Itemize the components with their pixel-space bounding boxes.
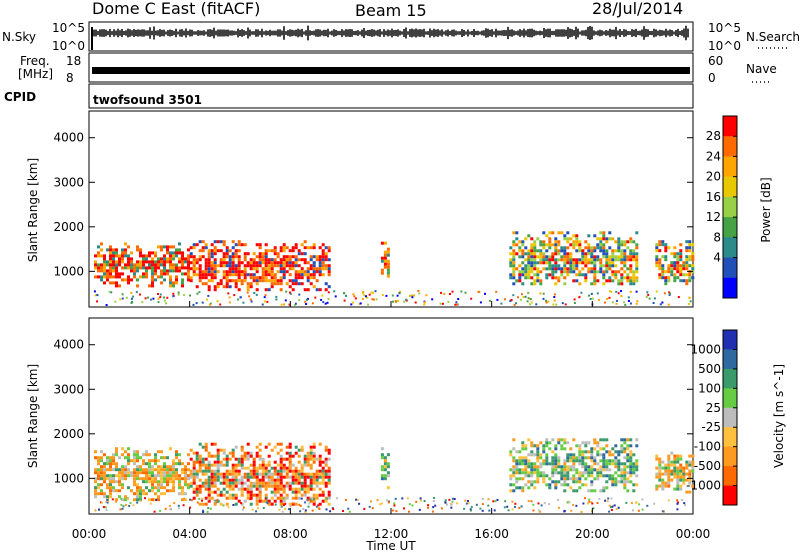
nsky-label: N.Sky <box>2 30 36 44</box>
scatter-region-1 <box>189 240 331 292</box>
colorbar-tick-label: 1000 <box>690 342 721 356</box>
colorbar-swatch <box>723 257 737 279</box>
scatter-region-3 <box>509 231 639 286</box>
colorbar-tick-label: 25 <box>706 401 721 415</box>
station-title: Dome C East (fitACF) <box>92 0 260 18</box>
nave-tick-top: 60 <box>708 54 723 68</box>
velocity-data <box>94 438 695 513</box>
freq-label: Freq. <box>20 54 50 68</box>
colorbar-swatch <box>723 407 737 428</box>
nsearch-label: N.Search <box>746 30 800 44</box>
freq-panel: Freq. [MHz] 18 8 60 0 Nave <box>18 52 777 85</box>
scatter-region-4 <box>655 240 695 286</box>
y-tick-label: 4000 <box>53 338 84 352</box>
power-y-label: Slant Range [km] <box>26 158 40 262</box>
y-tick-label: 2000 <box>53 427 84 441</box>
colorbar-tick-label: 500 <box>698 362 721 376</box>
x-axis-label: Time UT <box>365 539 416 553</box>
velocity-colorbar-label: Velocity [m s^-1] <box>772 364 786 468</box>
y-tick-label: 3000 <box>53 382 84 396</box>
x-tick-label: 00:00 <box>72 527 107 541</box>
colorbar-tick-label: 28 <box>706 129 721 143</box>
nsky-tick-top: 10^5 <box>52 21 85 35</box>
velocity-y-axis: 1000 2000 3000 4000 <box>53 338 693 485</box>
nave-label: Nave <box>746 62 777 76</box>
scatter-region-2 <box>380 241 390 278</box>
nsky-trace <box>91 25 689 50</box>
x-tick-label: 20:00 <box>575 527 610 541</box>
velocity-colorbar: 1000 500 100 25 -25 -100 -500 -1000 <box>686 329 738 506</box>
x-tick-label: 08:00 <box>273 527 308 541</box>
nave-tick-bottom: 0 <box>708 71 716 85</box>
date-label: 28/Jul/2014 <box>592 0 683 18</box>
colorbar-swatch <box>723 368 737 389</box>
ground-scatter-speckle <box>93 290 692 306</box>
nsearch-tick-top: 10^5 <box>708 21 741 35</box>
scatter-region-0 <box>94 447 190 502</box>
power-panel: 1000 2000 3000 4000 Slant Range [km] 28 24 20… <box>26 110 773 308</box>
x-tick-label: 12:00 <box>374 527 409 541</box>
nsky-tick-bottom: 10^0 <box>52 39 85 53</box>
colorbar-swatch <box>723 349 737 370</box>
power-y-axis: 1000 2000 3000 4000 <box>53 131 693 278</box>
nsky-panel: N.Sky 10^5 10^0 10^5 10^0 N.Search <box>2 21 800 53</box>
x-tick-label: 00:00 <box>676 527 711 541</box>
colorbar-swatch <box>723 427 737 448</box>
colorbar-tick-label: -500 <box>694 459 721 473</box>
colorbar-swatch <box>723 237 737 258</box>
colorbar-tick-label: -1000 <box>686 479 721 493</box>
scatter-region-4 <box>655 451 695 494</box>
scatter-region-3 <box>509 438 639 493</box>
colorbar-tick-label: -100 <box>694 440 721 454</box>
scatter-region-0 <box>94 242 190 288</box>
colorbar-swatch <box>723 466 737 486</box>
time-axis: 00:00 04:00 08:00 12:00 16:00 20:00 00:00 <box>72 301 711 541</box>
x-tick-label: 04:00 <box>172 527 207 541</box>
x-tick-label: 16:00 <box>474 527 509 541</box>
freq-trace <box>92 67 690 74</box>
colorbar-tick-label: 16 <box>706 190 721 204</box>
freq-unit: [MHz] <box>18 67 53 81</box>
colorbar-swatch <box>723 176 737 198</box>
y-tick-label: 2000 <box>53 220 84 234</box>
scatter-region-1 <box>189 442 331 506</box>
nsearch-tick-bottom: 10^0 <box>708 39 741 53</box>
colorbar-swatch <box>723 277 737 299</box>
beam-label: Beam 15 <box>355 1 427 20</box>
cpid-value: twofsound 3501 <box>93 93 202 107</box>
ground-scatter-speckle <box>94 497 687 513</box>
colorbar-swatch <box>723 116 737 137</box>
colorbar-swatch <box>723 136 737 157</box>
colorbar-swatch <box>723 446 737 467</box>
colorbar-swatch <box>723 330 737 350</box>
colorbar-swatch <box>723 388 737 409</box>
colorbar-swatch <box>723 217 737 238</box>
freq-tick-top: 18 <box>66 54 81 68</box>
y-tick-label: 1000 <box>53 264 84 278</box>
cpid-row: CPID twofsound 3501 <box>4 83 694 109</box>
colorbar-tick-label: 100 <box>698 381 721 395</box>
colorbar-tick-label: 24 <box>706 149 721 163</box>
colorbar-tick-label: -25 <box>701 420 721 434</box>
colorbar-tick-label: 8 <box>713 230 721 244</box>
colorbar-tick-label: 4 <box>713 251 721 265</box>
power-data <box>93 231 695 306</box>
power-colorbar-label: Power [dB] <box>759 177 773 242</box>
power-colorbar: 28 24 20 16 12 8 4 <box>706 115 738 299</box>
velocity-panel: 1000 2000 3000 4000 Slant Range [km] 1000 50… <box>26 317 786 515</box>
freq-tick-bottom: 8 <box>66 71 74 85</box>
y-tick-label: 3000 <box>53 175 84 189</box>
scatter-region-2 <box>380 447 390 490</box>
colorbar-swatch <box>723 485 737 506</box>
colorbar-swatch <box>723 196 737 218</box>
cpid-label: CPID <box>4 90 36 104</box>
colorbar-swatch <box>723 156 737 178</box>
y-tick-label: 4000 <box>53 131 84 145</box>
y-tick-label: 1000 <box>53 471 84 485</box>
velocity-y-label: Slant Range [km] <box>26 364 40 468</box>
colorbar-tick-label: 12 <box>706 210 721 224</box>
colorbar-tick-label: 20 <box>706 170 721 184</box>
